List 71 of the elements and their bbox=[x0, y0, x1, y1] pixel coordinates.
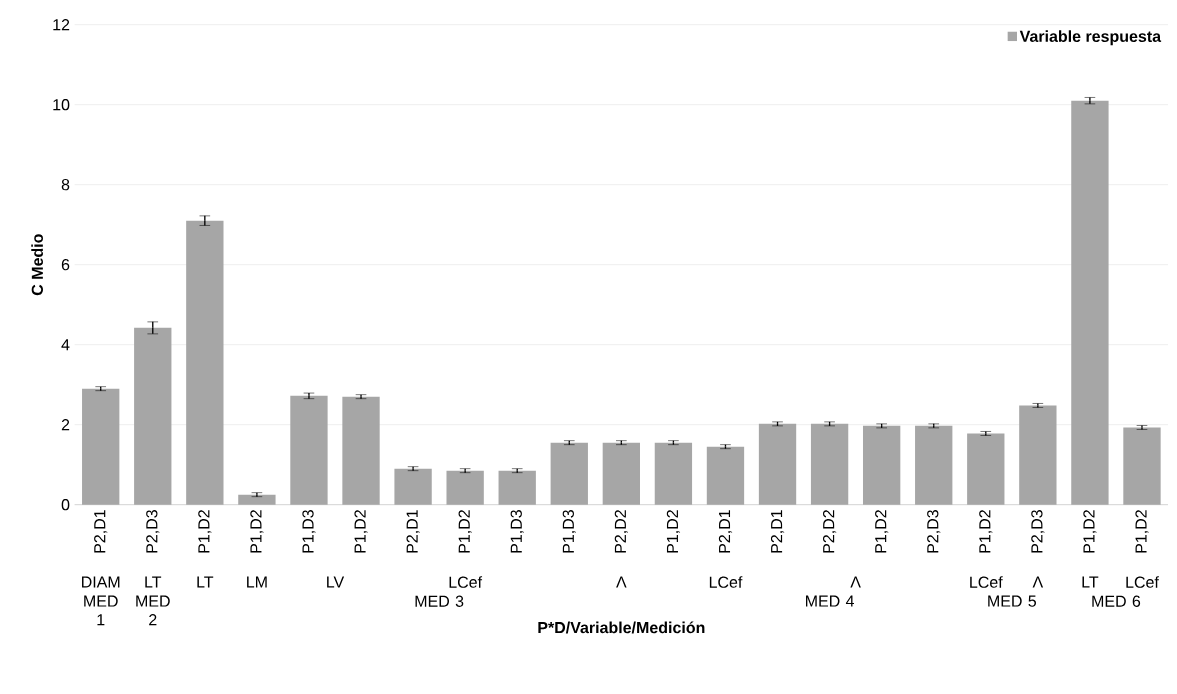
bar bbox=[862, 425, 901, 505]
x-tick-label: P2,D1 bbox=[94, 510, 108, 553]
bar bbox=[1071, 100, 1109, 505]
y-tick-label: 2 bbox=[61, 419, 70, 431]
bar bbox=[706, 446, 745, 505]
bar bbox=[82, 388, 120, 505]
text: LCef bbox=[709, 576, 743, 588]
bar bbox=[1123, 427, 1161, 505]
bar bbox=[342, 396, 380, 505]
y-tick-label: 4 bbox=[61, 339, 70, 351]
text: LT bbox=[1082, 576, 1099, 588]
y-tick-label: 6 bbox=[61, 259, 70, 271]
bar bbox=[915, 425, 953, 505]
x-tick-label: P1,D2 bbox=[979, 510, 993, 553]
text: MED 3 bbox=[415, 595, 464, 607]
bar bbox=[394, 468, 432, 505]
text: Λ bbox=[616, 576, 627, 588]
x-tick-label: P2,D2 bbox=[822, 510, 837, 553]
text: LCef bbox=[1126, 576, 1159, 588]
x-tick-label: P2,D1 bbox=[718, 510, 733, 553]
bar bbox=[498, 470, 536, 505]
bar bbox=[134, 327, 172, 505]
text: LT bbox=[197, 576, 214, 588]
x-tick-label: P1,D3 bbox=[562, 510, 576, 553]
x-tick-label: P1,D2 bbox=[458, 510, 472, 553]
bar bbox=[550, 442, 588, 505]
text: MED 4 bbox=[806, 595, 855, 607]
text: Λ bbox=[850, 576, 861, 588]
bar bbox=[810, 423, 849, 505]
x-tick-label: P2,D1 bbox=[770, 510, 785, 553]
x-tick-label: P2,D3 bbox=[146, 510, 160, 553]
text: MED 2 bbox=[136, 595, 170, 626]
x-tick-label: P2,D3 bbox=[1031, 510, 1045, 553]
text: LT bbox=[145, 576, 162, 588]
text: Λ bbox=[1032, 576, 1044, 588]
x-tick-label: P2,D3 bbox=[927, 510, 941, 553]
x-tick-label: P2,D1 bbox=[406, 510, 420, 553]
x-tick-label: P2,D2 bbox=[614, 510, 628, 553]
text: MED 6 bbox=[1092, 595, 1141, 607]
x-tick-label: P1,D2 bbox=[1135, 510, 1149, 553]
bar bbox=[238, 494, 276, 505]
text: DIAM bbox=[82, 576, 120, 588]
x-axis-title: P*D/Variable/Medición bbox=[538, 621, 705, 634]
y-tick-label: 10 bbox=[53, 99, 70, 111]
x-tick-label: P1,D3 bbox=[302, 510, 316, 553]
text: LCef bbox=[449, 576, 483, 588]
bar bbox=[290, 395, 328, 505]
bar bbox=[446, 470, 484, 505]
x-tick-label: P1,D2 bbox=[354, 510, 368, 553]
text: LCef bbox=[970, 576, 1003, 588]
text: MED 5 bbox=[988, 595, 1037, 607]
y-axis-title: C Medio bbox=[31, 234, 43, 296]
bar bbox=[967, 433, 1005, 505]
y-tick-label: 12 bbox=[53, 19, 70, 31]
x-tick-label: P1,D2 bbox=[875, 510, 889, 553]
x-tick-label: P1,D3 bbox=[510, 510, 524, 553]
y-tick-label: 0 bbox=[61, 499, 70, 511]
text: MED 1 bbox=[84, 595, 118, 626]
text: LV bbox=[327, 576, 345, 588]
bar bbox=[602, 442, 641, 505]
y-tick-label: 8 bbox=[61, 179, 70, 191]
x-tick-label: P1,D2 bbox=[250, 510, 264, 553]
x-tick-label: P1,D2 bbox=[198, 510, 212, 553]
bar bbox=[186, 220, 224, 505]
bar bbox=[654, 442, 693, 505]
text: LM bbox=[247, 576, 267, 588]
bar bbox=[1019, 405, 1057, 505]
legend-label: Variable respuesta bbox=[1019, 30, 1162, 46]
bar bbox=[758, 423, 797, 505]
x-tick-label: P1,D2 bbox=[666, 510, 681, 553]
x-tick-label: P1,D2 bbox=[1083, 510, 1097, 553]
